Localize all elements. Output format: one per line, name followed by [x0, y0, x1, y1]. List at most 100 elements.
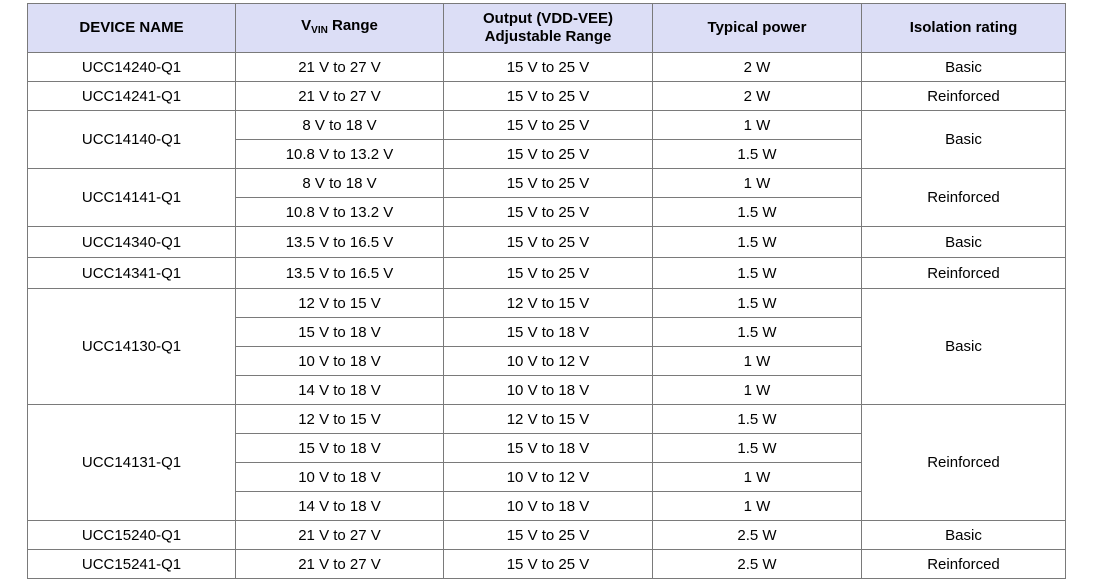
output-range-cell: 15 V to 25 V — [443, 168, 653, 198]
vin-range-cell: 21 V to 27 V — [235, 52, 444, 82]
typical-power-cell: 1 W — [652, 491, 862, 521]
vin-range-cell: 10 V to 18 V — [235, 346, 444, 376]
isolation-rating-cell: Basic — [861, 288, 1066, 405]
device-name-cell: UCC14340-Q1 — [27, 226, 236, 258]
output-range-cell: 15 V to 18 V — [443, 433, 653, 463]
isolation-rating-cell: Reinforced — [861, 81, 1066, 111]
isolation-rating-cell: Basic — [861, 520, 1066, 550]
output-range-cell: 15 V to 25 V — [443, 257, 653, 289]
typical-power-cell: 1.5 W — [652, 197, 862, 227]
isolation-rating-cell: Basic — [861, 226, 1066, 258]
device-name-cell: UCC14131-Q1 — [27, 404, 236, 521]
header-power-label: Typical power — [707, 19, 807, 36]
device-name-cell: UCC14240-Q1 — [27, 52, 236, 82]
device-name-cell: UCC14141-Q1 — [27, 168, 236, 227]
device-name-cell: UCC14140-Q1 — [27, 110, 236, 169]
header-vin-range-text: Range — [327, 16, 378, 34]
output-range-cell: 10 V to 18 V — [443, 375, 653, 405]
device-comparison-table: DEVICE NAME VVIN Range Output (VDD-VEE) A… — [27, 3, 1066, 579]
table-row: UCC15240-Q1 21 V to 27 V 15 V to 25 V 2.5 W… — [27, 520, 1066, 550]
device-name-cell: UCC15241-Q1 — [27, 549, 236, 579]
header-vin-range: VVIN Range — [235, 3, 444, 53]
output-range-cell: 15 V to 25 V — [443, 197, 653, 227]
header-vin-v: V — [301, 16, 312, 34]
header-output-line2: Adjustable Range — [484, 28, 612, 45]
output-range-cell: 15 V to 25 V — [443, 139, 653, 169]
vin-range-cell: 13.5 V to 16.5 V — [235, 257, 444, 289]
isolation-rating-cell: Reinforced — [861, 549, 1066, 579]
header-device-name: DEVICE NAME — [27, 3, 236, 53]
vin-range-cell: 14 V to 18 V — [235, 375, 444, 405]
device-name-cell: UCC15240-Q1 — [27, 520, 236, 550]
table-row: UCC14130-Q1 12 V to 15 V 12 V to 15 V 1.5 W… — [27, 288, 1066, 405]
table-row: 10.8 V to 13.2 V 15 V to 25 V 1.5 W — [28, 197, 1066, 227]
typical-power-cell: 1 W — [652, 346, 862, 376]
typical-power-cell: 2.5 W — [652, 549, 862, 579]
typical-power-cell: 1.5 W — [652, 257, 862, 289]
output-range-cell: 15 V to 25 V — [443, 520, 653, 550]
table-row: 15 V to 18 V 15 V to 18 V 1.5 W — [28, 433, 1066, 463]
typical-power-cell: 1 W — [652, 110, 862, 140]
typical-power-cell: 1.5 W — [652, 226, 862, 258]
output-range-cell: 12 V to 15 V — [443, 288, 653, 318]
typical-power-cell: 1 W — [652, 168, 862, 198]
isolation-rating-cell: Basic — [861, 110, 1066, 169]
vin-range-cell: 10.8 V to 13.2 V — [235, 197, 444, 227]
device-name-cell: UCC14341-Q1 — [27, 257, 236, 289]
vin-range-cell: 10.8 V to 13.2 V — [235, 139, 444, 169]
output-range-cell: 15 V to 25 V — [443, 110, 653, 140]
vin-range-cell: 15 V to 18 V — [235, 317, 444, 347]
typical-power-cell: 1 W — [652, 462, 862, 492]
isolation-rating-cell: Reinforced — [861, 168, 1066, 227]
output-range-cell: 12 V to 15 V — [443, 404, 653, 434]
output-range-cell: 15 V to 25 V — [443, 226, 653, 258]
vin-range-cell: 15 V to 18 V — [235, 433, 444, 463]
typical-power-cell: 2 W — [652, 52, 862, 82]
output-range-cell: 10 V to 18 V — [443, 491, 653, 521]
header-isolation-rating: Isolation rating — [861, 3, 1066, 53]
table-row: UCC15241-Q1 21 V to 27 V 15 V to 25 V 2.5 W… — [27, 549, 1066, 579]
typical-power-cell: 2.5 W — [652, 520, 862, 550]
vin-range-cell: 21 V to 27 V — [235, 81, 444, 111]
header-isolation-label: Isolation rating — [909, 19, 1018, 36]
typical-power-cell: 1.5 W — [652, 288, 862, 318]
vin-range-cell: 13.5 V to 16.5 V — [235, 226, 444, 258]
typical-power-cell: 1.5 W — [652, 433, 862, 463]
typical-power-cell: 2 W — [652, 81, 862, 111]
header-vin-subscript: VIN — [311, 24, 328, 36]
header-output-line1: Output (VDD-VEE) — [483, 10, 613, 27]
isolation-rating-cell: Reinforced — [861, 257, 1066, 289]
table-row: UCC14131-Q1 12 V to 15 V 12 V to 15 V 1.5 W… — [27, 404, 1066, 521]
typical-power-cell: 1.5 W — [652, 139, 862, 169]
vin-range-cell: 8 V to 18 V — [235, 110, 444, 140]
vin-range-cell: 14 V to 18 V — [235, 491, 444, 521]
typical-power-cell: 1.5 W — [652, 404, 862, 434]
device-name-cell: UCC14130-Q1 — [27, 288, 236, 405]
output-range-cell: 15 V to 25 V — [443, 549, 653, 579]
vin-range-cell: 12 V to 15 V — [235, 404, 444, 434]
vin-range-cell: 21 V to 27 V — [235, 520, 444, 550]
isolation-rating-cell: Basic — [861, 52, 1066, 82]
header-output-range: Output (VDD-VEE) Adjustable Range — [443, 3, 653, 53]
device-name-cell: UCC14241-Q1 — [27, 81, 236, 111]
vin-range-cell: 21 V to 27 V — [235, 549, 444, 579]
output-range-cell: 15 V to 18 V — [443, 317, 653, 347]
isolation-rating-cell: Reinforced — [861, 404, 1066, 521]
output-range-cell: 10 V to 12 V — [443, 462, 653, 492]
vin-range-cell: 8 V to 18 V — [235, 168, 444, 198]
typical-power-cell: 1.5 W — [652, 317, 862, 347]
header-row: DEVICE NAME VVIN Range Output (VDD-VEE) A… — [27, 3, 1066, 53]
output-range-cell: 15 V to 25 V — [443, 52, 653, 82]
vin-range-cell: 10 V to 18 V — [235, 462, 444, 492]
header-device-label: DEVICE NAME — [79, 19, 184, 36]
